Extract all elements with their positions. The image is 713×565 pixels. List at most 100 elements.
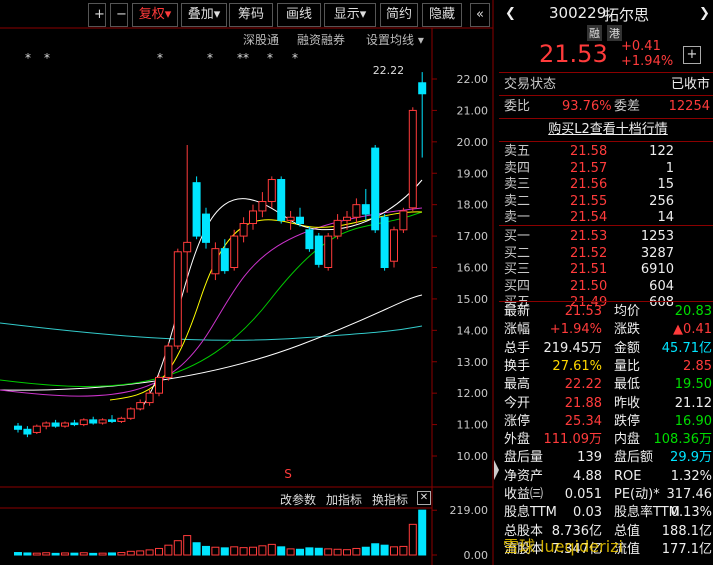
change: +0.41 [621, 39, 661, 54]
book-row: 买三 21.51 6910 [502, 261, 713, 279]
volume-bar [399, 545, 408, 556]
high-label: 22.22 [373, 64, 405, 77]
y-tick-label: 19.00 [457, 167, 489, 180]
book-row: 卖二 21.55 256 [502, 193, 713, 211]
close-button[interactable]: ✕ [417, 491, 431, 505]
chart-link[interactable]: 设置均线 ▾ [366, 33, 424, 47]
cell: 量比 [614, 358, 641, 374]
cell: 6910 [640, 262, 674, 277]
toolbar-button[interactable]: 简约 [380, 3, 418, 27]
volume-bar [380, 544, 389, 556]
cell: 21.50 [570, 278, 608, 294]
cell: 委比 [504, 99, 531, 114]
candle-body [230, 235, 239, 268]
y-tick-label: 15.00 [457, 293, 489, 306]
toolbar-button[interactable]: 复权▾ [132, 3, 178, 27]
event-marker: * [207, 51, 213, 65]
cell: 7.347亿 [551, 541, 602, 557]
badge: 融 [587, 25, 602, 41]
book-row: 卖四 21.57 1 [502, 160, 713, 178]
toolbar-button[interactable]: 显示▾ [324, 3, 376, 27]
volume-bar [296, 548, 304, 556]
cell: 21.58 [570, 144, 608, 159]
cell: 22.22 [564, 377, 602, 393]
chart-link[interactable]: 融资融券 [297, 33, 346, 47]
volume-bar [23, 552, 32, 556]
stat-row: 收益㈢ 0.051 PE(动)* 317.46 [502, 486, 713, 504]
toolbar-button[interactable]: 隐藏 [422, 3, 462, 27]
volume-button[interactable]: 改参数 [280, 493, 317, 507]
candle-body [32, 425, 41, 433]
cell: 交易状态 [504, 77, 557, 92]
volume-bar [145, 549, 154, 556]
candle-body [89, 419, 98, 424]
cell: 换手 [504, 358, 531, 374]
y-tick-label: 16.00 [457, 262, 489, 275]
event-marker: ** [237, 51, 249, 65]
chart-link[interactable]: 深股通 [243, 33, 280, 47]
ratio-row: 委比 93.76% 委差 12254 [502, 98, 713, 116]
volume-bar [42, 552, 51, 556]
cell: 21.56 [570, 177, 608, 192]
candle-body [14, 425, 22, 430]
volume-bar [14, 552, 22, 556]
volume-bar [371, 543, 380, 556]
toolbar-button[interactable]: 画线 [277, 3, 321, 27]
cell: 0.13% [670, 505, 712, 521]
book-row: 买四 21.50 604 [502, 278, 713, 296]
volume-bar [277, 546, 286, 556]
volume-bar [155, 547, 163, 556]
candle-body [343, 216, 351, 221]
candle-body [117, 417, 126, 422]
cell: 买四 [504, 278, 531, 294]
y-tick-label: 11.00 [457, 419, 489, 432]
toolbar-button[interactable]: + [88, 3, 106, 27]
toolbar-button[interactable]: « [470, 3, 490, 27]
volume-bar [333, 548, 342, 556]
book-row: 买五 21.49 608 [502, 294, 713, 312]
candle-body [399, 210, 408, 231]
volume-bar [79, 552, 88, 556]
cell: 盘后量 [504, 450, 544, 466]
volume-button[interactable]: 换指标 [372, 493, 409, 507]
prev-arrow[interactable]: ❮ [505, 6, 516, 21]
toolbar-button[interactable]: 叠加▾ [181, 3, 227, 27]
candle-body [136, 402, 145, 410]
separator [499, 72, 713, 73]
cell: 卖四 [504, 160, 531, 176]
l2-link[interactable]: 购买L2查看十档行情 [548, 122, 668, 137]
y-tick-label: 0.00 [464, 549, 489, 562]
toolbar-button[interactable]: − [110, 3, 128, 27]
volume-bar [267, 543, 276, 556]
candle-body [314, 235, 323, 265]
event-marker: * [267, 51, 273, 65]
volume-bar [286, 548, 295, 556]
y-tick-label: 17.00 [457, 230, 489, 243]
cell: 总值 [614, 523, 641, 539]
candle-body [173, 251, 182, 347]
volume-bar [305, 547, 314, 556]
cell: 买三 [504, 262, 531, 277]
cell: 最新 [504, 304, 531, 319]
y-tick-label: 14.00 [457, 324, 489, 337]
cell: 20.83 [674, 304, 712, 319]
cell: PE(动)* [614, 487, 660, 502]
volume-button[interactable]: 加指标 [326, 493, 363, 507]
cell: 139 [577, 450, 602, 466]
cell: 已收市 [670, 77, 710, 92]
next-arrow[interactable]: ❯ [699, 6, 710, 21]
cell: 21.88 [564, 395, 602, 411]
cell: 1253 [640, 229, 674, 244]
volume-bar [164, 544, 173, 556]
add-button[interactable]: + [683, 46, 701, 64]
stat-row: 总股本 8.736亿 总值 188.1亿 [502, 523, 713, 541]
volume-bar [408, 523, 417, 556]
cell: 股息率TTM [614, 505, 680, 521]
toolbar-button[interactable]: 筹码 [229, 3, 273, 27]
cell: 3287 [640, 245, 674, 261]
volume-bar [61, 552, 69, 556]
separator [499, 141, 713, 142]
cell: 21.53 [570, 229, 608, 244]
